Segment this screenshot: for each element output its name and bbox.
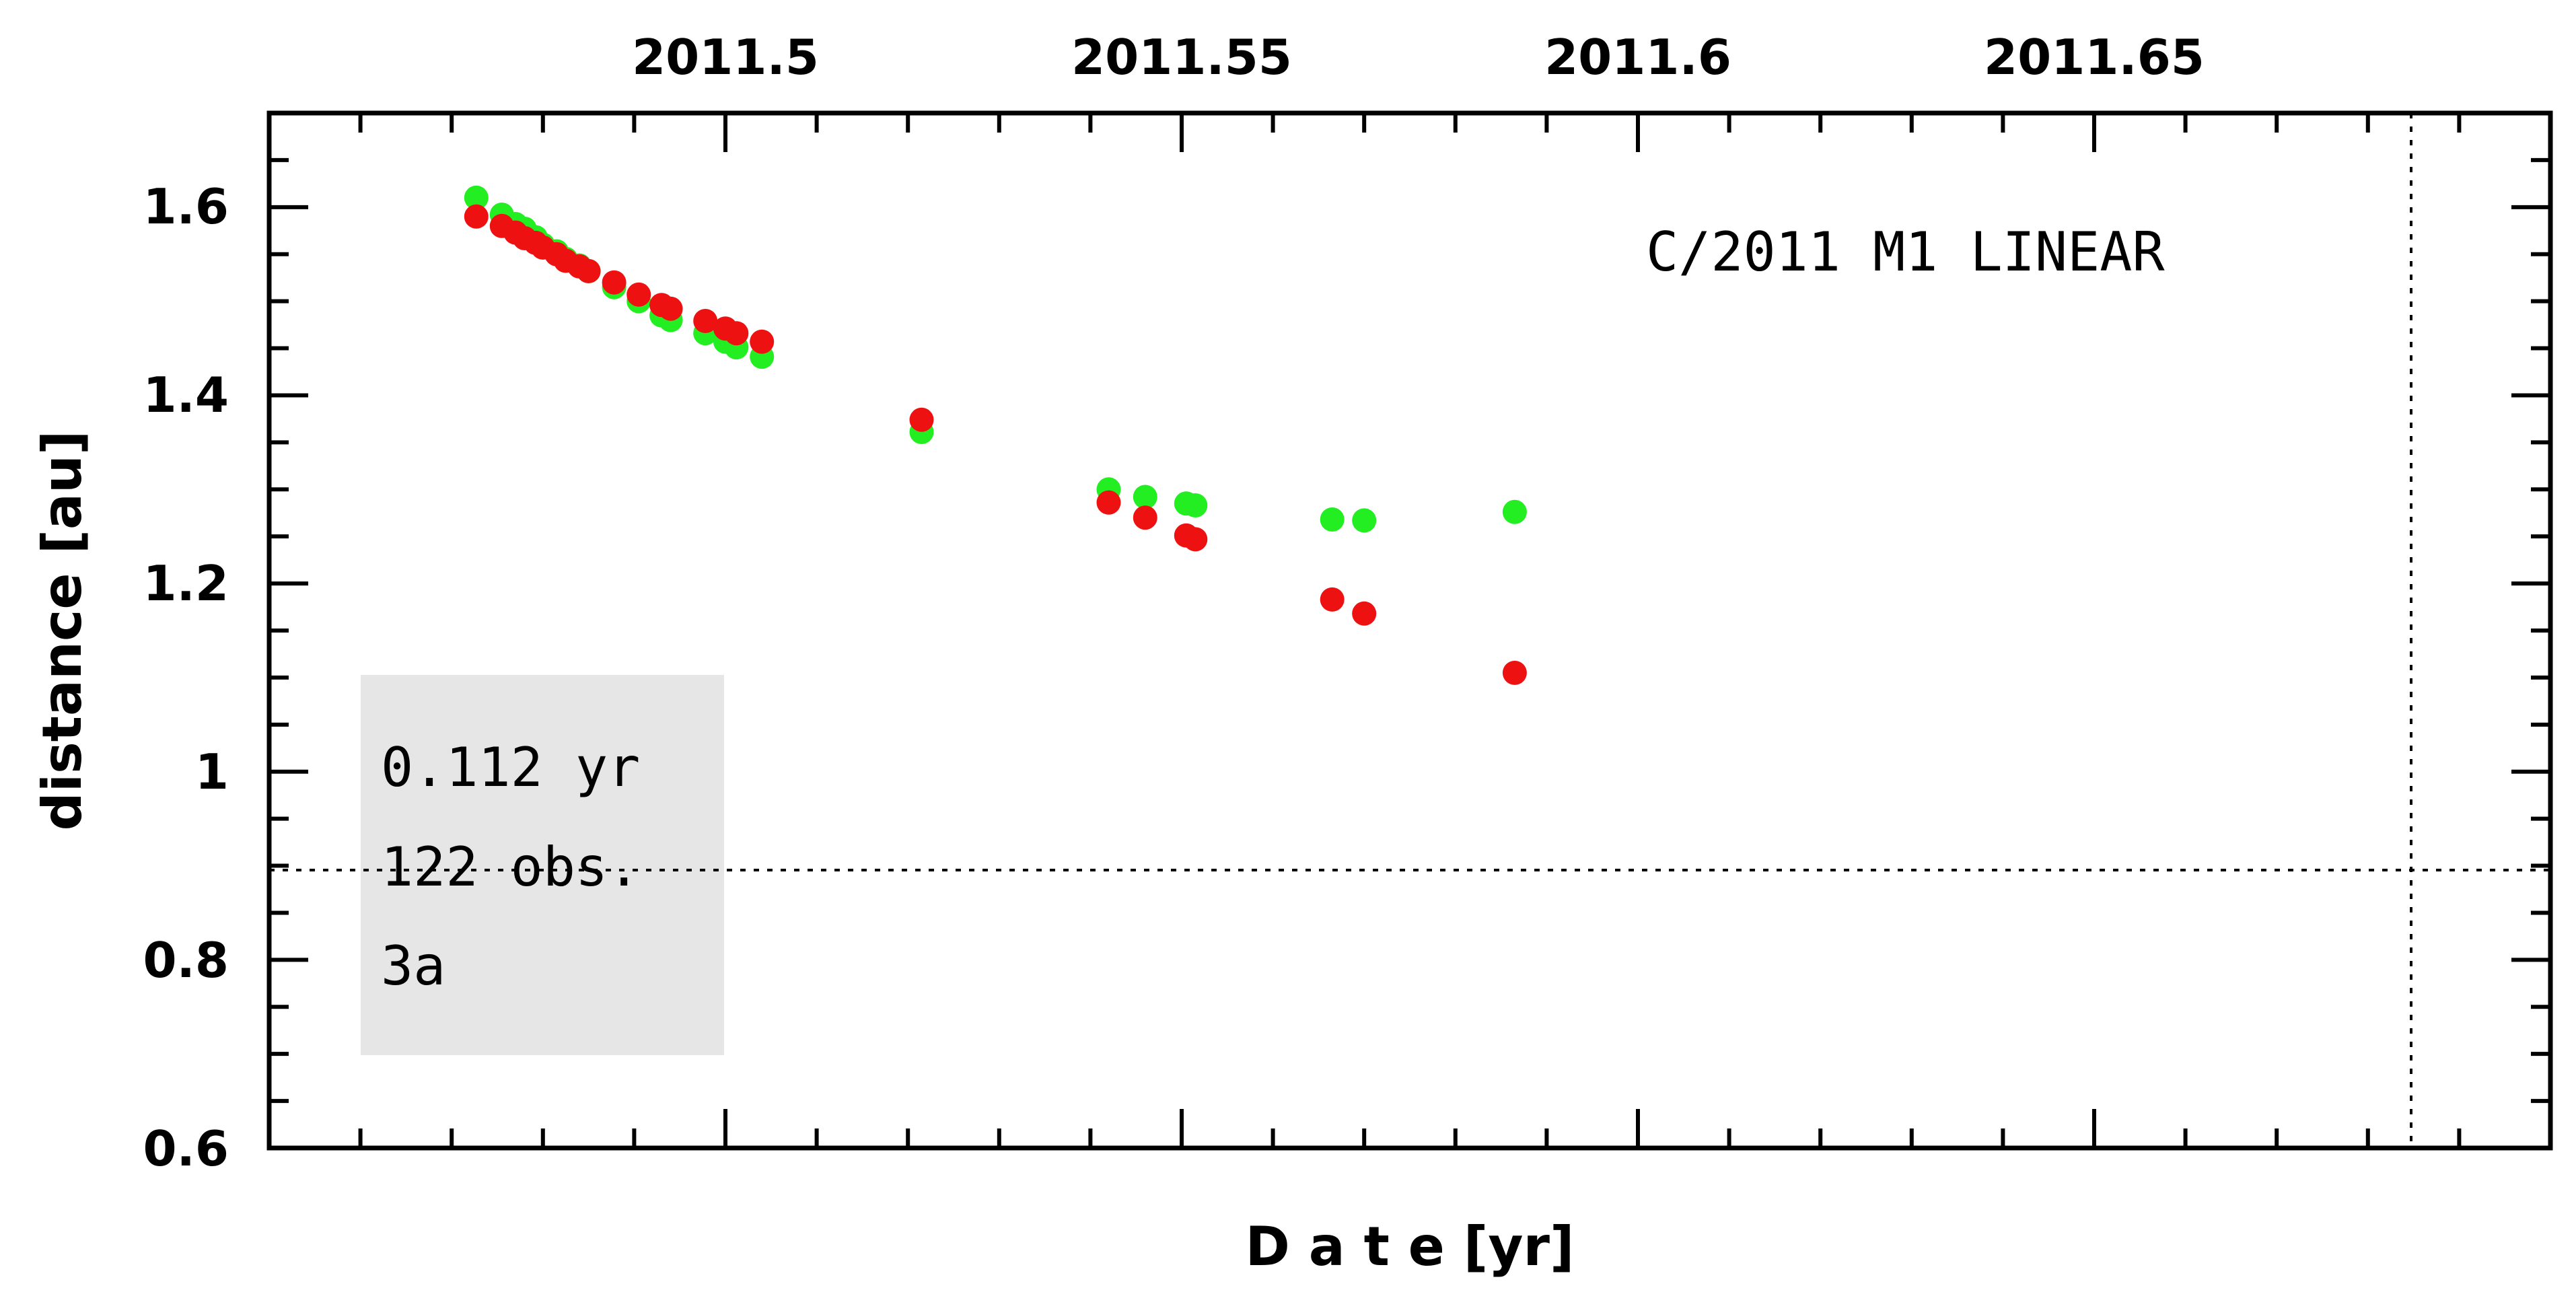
y-tick-label: 1 — [195, 744, 229, 800]
red-data-point — [1352, 601, 1377, 626]
y-tick-labels: 0.6 0.8 1 1.2 1.4 1.6 — [143, 178, 229, 1177]
info-box — [361, 675, 724, 1055]
green-data-point — [1352, 508, 1377, 533]
red-data-point — [750, 329, 775, 354]
info-box-line-2: 122 obs. — [381, 836, 640, 898]
red-data-point — [627, 282, 651, 307]
x-tick-label: 2011.5 — [632, 29, 819, 85]
red-data-point — [1183, 527, 1208, 552]
red-data-point — [1096, 490, 1121, 515]
y-tick-label: 0.6 — [143, 1120, 229, 1177]
y-tick-label: 1.2 — [143, 555, 229, 612]
red-data-point — [693, 309, 718, 333]
red-data-point — [909, 407, 934, 432]
red-data-point — [464, 204, 489, 229]
green-data-point — [464, 185, 489, 210]
green-data-point — [1320, 507, 1345, 532]
axis-ticks — [269, 113, 2550, 1148]
y-tick-label: 1.6 — [143, 178, 229, 235]
y-tick-label: 0.8 — [143, 932, 229, 989]
red-data-point — [1502, 660, 1527, 685]
x-tick-label: 2011.6 — [1544, 29, 1731, 85]
red-data-point — [602, 270, 627, 295]
x-tick-label: 2011.55 — [1071, 29, 1292, 85]
info-box-line-1: 0.112 yr — [381, 736, 640, 799]
chart-title: C/2011 M1 LINEAR — [1646, 221, 2165, 283]
x-tick-labels: 2011.5 2011.55 2011.6 2011.65 — [632, 29, 2205, 85]
green-data-point — [1502, 499, 1527, 524]
green-data-point — [1183, 493, 1208, 517]
y-tick-label: 1.4 — [143, 367, 229, 423]
red-data-point — [724, 321, 749, 346]
red-data-point — [1133, 505, 1157, 530]
green-data-point — [1133, 485, 1157, 509]
red-data-point — [658, 296, 683, 321]
red-data-point — [576, 258, 601, 283]
info-box-line-3: 3a — [381, 935, 445, 997]
x-axis-title: D a t e [yr] — [1245, 1215, 1574, 1278]
red-data-point — [1320, 587, 1345, 612]
x-tick-label: 2011.65 — [1984, 29, 2205, 85]
data-points — [464, 185, 1527, 685]
plot-frame — [266, 110, 2553, 1151]
y-axis-title: distance [au] — [31, 430, 94, 830]
